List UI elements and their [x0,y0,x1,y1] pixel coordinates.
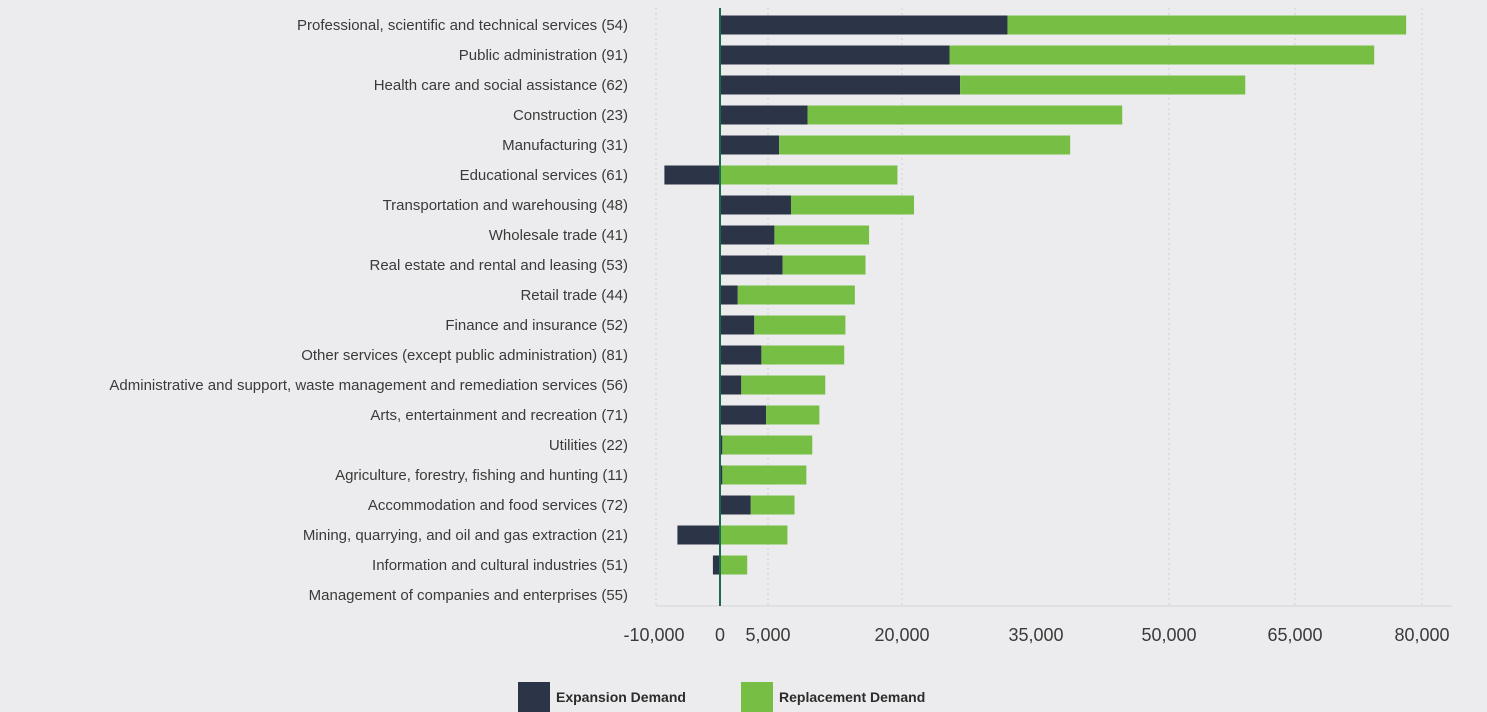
legend-swatch-expansion [518,682,550,712]
x-tick-label: 80,000 [1394,625,1449,645]
bar-expansion [720,105,808,125]
bar-replacement [761,345,845,365]
bar-replacement [766,405,820,425]
bar-expansion [720,465,723,485]
x-tick-label: 5,000 [745,625,790,645]
bar-expansion [712,555,720,575]
bar-expansion [720,435,723,455]
category-label: Utilities (22) [549,437,628,454]
bar-replacement [1007,15,1407,35]
bar-replacement [782,255,866,275]
x-tick-label: 50,000 [1141,625,1196,645]
bar-replacement [722,465,807,485]
category-label: Real estate and rental and leasing (53) [369,257,628,274]
bar-expansion [720,375,742,395]
x-tick-label: 65,000 [1267,625,1322,645]
stacked-bar-chart: Professional, scientific and technical s… [109,8,1452,645]
bar-expansion [720,345,762,365]
bar-replacement [750,495,795,515]
bar-expansion [720,225,775,245]
category-label: Public administration (91) [459,47,628,64]
bar-replacement [720,165,898,185]
bar-expansion [720,255,783,275]
category-label: Manufacturing (31) [502,137,628,154]
bar-expansion [720,15,1008,35]
bar-replacement [741,375,826,395]
legend-item-expansion: Expansion Demand [518,682,686,712]
bar-expansion [720,75,961,95]
category-label: Professional, scientific and technical s… [297,17,628,34]
legend: Expansion Demand Replacement Demand [0,682,1487,712]
bar-replacement [720,555,748,575]
x-tick-label: 0 [715,625,725,645]
bar-expansion [720,45,950,65]
category-label: Wholesale trade (41) [489,227,628,244]
bar-expansion [720,135,780,155]
bar-replacement [779,135,1071,155]
category-label: Health care and social assistance (62) [374,77,628,94]
bar-replacement [722,435,813,455]
category-label: Transportation and warehousing (48) [383,197,628,214]
category-label: Educational services (61) [460,167,628,184]
bar-replacement [720,525,788,545]
bar-replacement [774,225,870,245]
bar-replacement [949,45,1375,65]
bar-replacement [807,105,1123,125]
legend-label-replacement: Replacement Demand [779,689,926,705]
bar-expansion [720,495,751,515]
category-label: Arts, entertainment and recreation (71) [370,407,628,424]
bar-expansion [720,195,791,215]
bar-expansion [664,165,720,185]
category-label: Accommodation and food services (72) [368,497,628,514]
category-label: Information and cultural industries (51) [372,557,628,574]
bar-replacement [737,285,855,305]
bar-expansion [720,285,738,305]
category-label: Management of companies and enterprises … [309,587,628,604]
category-label: Agriculture, forestry, fishing and hunti… [335,467,628,484]
category-label: Other services (except public administra… [301,347,628,364]
legend-swatch-replacement [741,682,773,712]
bar-expansion [720,315,755,335]
bar-replacement [754,315,846,335]
bar-expansion [720,405,767,425]
category-label: Mining, quarrying, and oil and gas extra… [303,527,628,544]
legend-item-replacement: Replacement Demand [741,682,925,712]
category-label: Administrative and support, waste manage… [109,377,628,394]
x-tick-label: 20,000 [874,625,929,645]
x-tick-label: 35,000 [1008,625,1063,645]
legend-label-expansion: Expansion Demand [556,689,686,705]
category-label: Retail trade (44) [520,287,628,304]
category-label: Finance and insurance (52) [445,317,628,334]
category-label: Construction (23) [513,107,628,124]
bar-expansion [677,525,720,545]
bar-replacement [960,75,1246,95]
bar-replacement [790,195,915,215]
x-tick-label: -10,000 [623,625,684,645]
